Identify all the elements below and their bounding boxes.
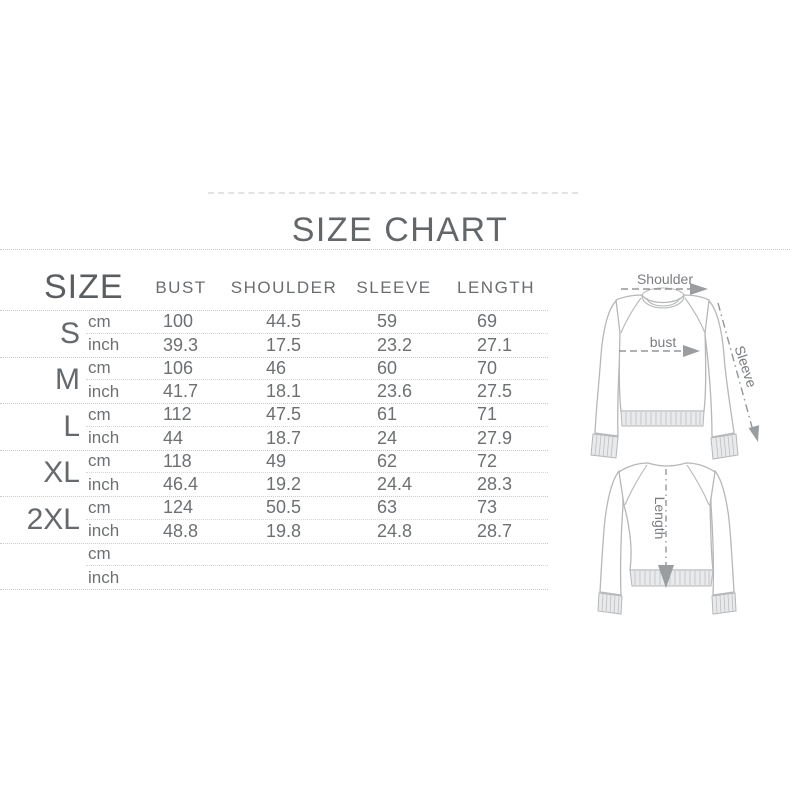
value-cell: 59 (377, 311, 398, 332)
value-cell: 24.8 (377, 520, 413, 541)
size-label: XL (43, 456, 80, 490)
length-arrow (658, 469, 674, 588)
value-cell: 46.4 (163, 474, 199, 495)
shoulder-arrow (621, 283, 708, 295)
sleeve-label: Sleeve (732, 344, 761, 390)
value-cell: 18.7 (266, 427, 302, 448)
unit-label: inch (88, 428, 120, 448)
value-cell: 50.5 (266, 497, 302, 518)
top-dashed-divider (208, 192, 578, 194)
value-cell: 73 (477, 497, 498, 518)
value-cell: 71 (477, 404, 498, 425)
unit-label: cm (88, 544, 111, 564)
value-cell: 23.2 (377, 334, 413, 355)
value-cell: 19.2 (266, 474, 302, 495)
unit-label: inch (88, 335, 120, 355)
size-label: L (63, 409, 80, 443)
size-row-blank: cm inch (0, 542, 548, 590)
unit-subrow-inch: inch 44 18.7 24 27.9 (86, 427, 548, 450)
unit-label: cm (88, 404, 111, 424)
value-cell: 47.5 (266, 404, 302, 425)
unit-label: cm (88, 451, 111, 471)
unit-subrow-inch: inch 46.4 19.2 24.4 28.3 (86, 473, 548, 496)
bust-label: bust (650, 334, 677, 350)
garment-measurement-diagram: Shoulder bust Sleeve (590, 271, 761, 615)
size-row-2XL: 2XL cm 124 50.5 63 73 inch 48.8 19.8 24.8 28.7 (0, 496, 548, 543)
value-cell: 69 (477, 311, 498, 332)
front-sweater-illustration: Shoulder bust Sleeve (590, 271, 761, 460)
value-cell: 28.7 (477, 520, 513, 541)
value-cell: 18.1 (266, 381, 302, 402)
sleeve-arrow (717, 302, 760, 442)
value-cell: 60 (377, 357, 398, 378)
value-cell: 44 (163, 427, 184, 448)
value-cell: 24 (377, 427, 398, 448)
value-cell: 118 (163, 450, 192, 471)
value-cell: 44.5 (266, 311, 302, 332)
value-cell: 39.3 (163, 334, 199, 355)
unit-subrow-cm: cm 124 50.5 63 73 (86, 497, 548, 520)
unit-subrow-inch: inch 48.8 19.8 24.8 28.7 (86, 520, 548, 543)
value-cell: 41.7 (163, 381, 199, 402)
unit-label: cm (88, 311, 111, 331)
unit-subrow-inch: inch 41.7 18.1 23.6 27.5 (86, 380, 548, 403)
unit-label: cm (88, 358, 111, 378)
value-cell: 17.5 (266, 334, 302, 355)
title-underline (0, 249, 790, 250)
hem-rib-lines (625, 412, 701, 425)
value-cell: 27.1 (477, 334, 513, 355)
unit-label: inch (88, 567, 120, 587)
page-title: SIZE CHART (291, 211, 509, 249)
back-sweater-illustration: Length (597, 462, 737, 615)
unit-subrow-cm: cm 100 44.5 59 69 (86, 311, 548, 334)
size-label (0, 544, 80, 590)
value-cell: 63 (377, 497, 398, 518)
value-cell: 23.6 (377, 381, 413, 402)
column-header-sleeve: SLEEVE (356, 278, 432, 297)
size-label: S (59, 316, 80, 350)
column-header-length: LENGTH (457, 278, 535, 297)
size-row-XL: XL cm 118 49 62 72 inch 46.4 19.2 24.4 28.3 (0, 449, 548, 497)
unit-subrow-inch: inch (86, 566, 548, 589)
unit-label: inch (88, 381, 120, 401)
value-cell: 28.3 (477, 474, 513, 495)
column-header-shoulder: SHOULDER (230, 278, 338, 297)
value-cell: 48.8 (163, 520, 199, 541)
value-cell: 49 (266, 450, 287, 471)
unit-label: cm (88, 497, 111, 517)
value-cell: 27.9 (477, 427, 513, 448)
unit-subrow-inch: inch 39.3 17.5 23.2 27.1 (86, 334, 548, 357)
bust-arrow (619, 345, 700, 357)
size-label: M (55, 363, 80, 397)
unit-subrow-cm: cm 106 46 60 70 (86, 358, 548, 381)
length-label: Length (652, 497, 668, 540)
value-cell: 106 (163, 357, 194, 378)
column-header-bust: BUST (155, 278, 207, 297)
unit-label: inch (88, 474, 120, 494)
value-cell: 70 (477, 357, 498, 378)
value-cell: 112 (163, 404, 192, 425)
value-cell: 46 (266, 357, 287, 378)
size-column-header: SIZE (44, 268, 124, 306)
value-cell: 19.8 (266, 520, 302, 541)
value-cell: 27.5 (477, 381, 513, 402)
value-cell: 124 (163, 497, 194, 518)
unit-label: inch (88, 521, 120, 541)
unit-subrow-cm: cm (86, 544, 548, 567)
unit-subrow-cm: cm 118 49 62 72 (86, 451, 548, 474)
value-cell: 24.4 (377, 474, 413, 495)
value-cell: 62 (377, 450, 398, 471)
size-label: 2XL (26, 502, 80, 536)
value-cell: 100 (163, 311, 194, 332)
shoulder-label: Shoulder (637, 271, 693, 287)
value-cell: 72 (477, 450, 498, 471)
value-cell: 61 (377, 404, 398, 425)
unit-subrow-cm: cm 112 47.5 61 71 (86, 404, 548, 427)
